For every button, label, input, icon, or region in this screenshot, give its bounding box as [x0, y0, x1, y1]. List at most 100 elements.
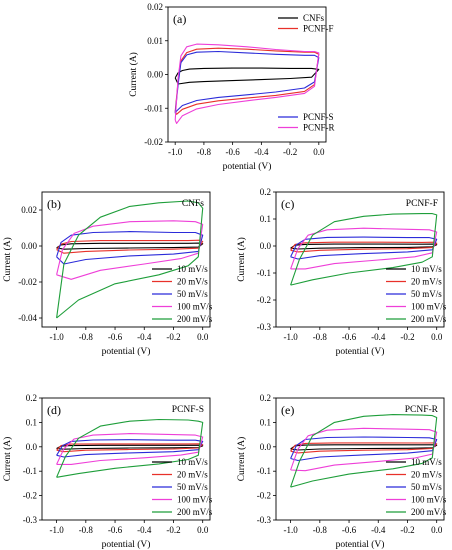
legend-label: 50 mV/s [177, 482, 208, 492]
legend-label: 100 mV/s [177, 495, 213, 505]
legend-label: 200 mV/s [177, 314, 213, 324]
legend-label: PCNF-F [303, 24, 334, 34]
y-axis-label: Current (A) [2, 237, 13, 282]
panel-label: (b) [47, 197, 61, 211]
cv-panel-3: -1.0 -0.8 -0.6 -0.4 -0.2 0.0 -0.3 -0.2 -0.1 0.0 0.… [2, 393, 213, 550]
x-axis-label: potential (V) [223, 161, 272, 172]
y-tick-label: -0.3 [23, 515, 38, 525]
x-tick-label: -0.2 [166, 525, 180, 535]
y-tick-label: -0.3 [257, 515, 272, 525]
panel-label: (c) [281, 197, 294, 211]
y-tick-label: -0.2 [257, 295, 271, 305]
x-axis-label: potential (V) [102, 346, 151, 357]
x-tick-label: -1.0 [49, 332, 64, 342]
x-tick-label: -0.2 [400, 332, 414, 342]
x-tick-label: -0.2 [166, 332, 180, 342]
panel-title: PCNF-R [405, 405, 439, 415]
legend-label: 200 mV/s [411, 507, 447, 517]
x-tick-label: -0.4 [371, 525, 386, 535]
x-tick-label: 0.0 [431, 332, 443, 342]
y-tick-label: 0.0 [260, 442, 272, 452]
y-tick-label: -0.1 [257, 268, 271, 278]
legend-label: 10 mV/s [411, 264, 442, 274]
cv-curves [56, 418, 204, 478]
y-tick-label: 0.0 [260, 241, 272, 251]
x-tick-label: -0.6 [342, 332, 357, 342]
cv-curve-50-mv-s [56, 439, 204, 458]
x-axis-label: potential (V) [102, 539, 151, 550]
y-tick-label: 0.02 [147, 2, 163, 12]
y-tick-label: -0.1 [257, 466, 271, 476]
x-tick-label: 0.0 [431, 525, 443, 535]
y-axis-label: Current (A) [236, 437, 247, 482]
cv-panel-4: -1.0 -0.8 -0.6 -0.4 -0.2 0.0 -0.3 -0.2 -0.1 0.0 0.… [236, 393, 447, 550]
y-tick-label: -0.1 [23, 466, 37, 476]
legend-label: 20 mV/s [411, 470, 442, 480]
y-tick-label: -0.04 [18, 313, 37, 323]
legend-label: 20 mV/s [411, 277, 442, 287]
x-tick-label: -0.4 [254, 147, 269, 157]
x-tick-label: -0.8 [79, 525, 94, 535]
x-axis-label: potential (V) [336, 539, 385, 550]
x-tick-label: -0.4 [137, 332, 152, 342]
y-tick-label: 0.02 [21, 205, 37, 215]
y-axis-label: Current (A) [236, 237, 247, 282]
x-tick-label: -0.8 [313, 525, 328, 535]
legend-label: 50 mV/s [411, 289, 442, 299]
cv-curves [290, 414, 438, 488]
cv-panel-2: -1.0 -0.8 -0.6 -0.4 -0.2 0.0 -0.3 -0.2 -0.1 0.0 0.… [236, 187, 447, 357]
y-tick-label: 0.00 [21, 241, 37, 251]
cv-curve-100-mv-s [56, 220, 204, 280]
legend-label: PCNF-S [303, 112, 334, 122]
cv-curve-200-mv-s [56, 418, 204, 478]
cv-curve-200-mv-s [290, 213, 438, 286]
legend-label: 100 mV/s [177, 302, 213, 312]
x-tick-label: -0.6 [108, 332, 123, 342]
x-tick-label: -0.2 [400, 525, 414, 535]
cv-curve-50-mv-s [290, 236, 438, 260]
y-tick-label: 0.0 [26, 442, 38, 452]
cv-curve-pcnf-r [174, 43, 320, 124]
x-tick-label: -0.6 [108, 525, 123, 535]
legend-label: 50 mV/s [411, 482, 442, 492]
cv-curve-100-mv-s [56, 433, 204, 465]
y-tick-label: -0.02 [18, 277, 37, 287]
cv-curve-200-mv-s [56, 200, 204, 319]
legend-label: 50 mV/s [177, 289, 208, 299]
y-tick-label: 0.01 [147, 36, 163, 46]
x-tick-label: -1.0 [283, 525, 298, 535]
plot-frame [275, 397, 445, 521]
legend-label: 20 mV/s [177, 277, 208, 287]
x-tick-label: -0.8 [197, 147, 212, 157]
legend-label: 10 mV/s [411, 457, 442, 467]
cv-panel-1: -1.0 -0.8 -0.6 -0.4 -0.2 0.0 -0.04 -0.02 0.00 0.0… [2, 191, 213, 357]
panel-label: (d) [47, 403, 61, 417]
y-tick-label: 0.1 [26, 417, 37, 427]
cv-panel-0: -1.0 -0.8 -0.6 -0.4 -0.2 0.0 -0.02 -0.01 0.00 0.0… [128, 2, 335, 172]
legend-label: 10 mV/s [177, 457, 208, 467]
plot-frame [275, 191, 445, 328]
legend-label: 100 mV/s [411, 495, 447, 505]
cv-curve-pcnf-f [174, 47, 320, 115]
legend-label: PCNF-R [303, 123, 335, 133]
x-tick-label: -0.6 [226, 147, 241, 157]
x-tick-label: -0.6 [342, 525, 357, 535]
legend-label: 20 mV/s [177, 470, 208, 480]
legend-label: 100 mV/s [411, 302, 447, 312]
panel-title: CNFs [182, 199, 204, 209]
cv-curve-pcnf-s [174, 50, 320, 114]
x-tick-label: -0.4 [137, 525, 152, 535]
x-tick-label: 0.0 [197, 332, 209, 342]
y-tick-label: 0.00 [147, 70, 163, 80]
x-tick-label: -0.8 [79, 332, 94, 342]
legend-label: CNFs [303, 13, 325, 23]
panel-title: PCNF-F [406, 199, 438, 209]
cv-curve-10-mv-s [56, 242, 204, 250]
cv-curve-50-mv-s [56, 231, 204, 265]
y-tick-label: 0.2 [260, 393, 271, 403]
cv-curve-100-mv-s [290, 227, 438, 270]
cv-curve-20-mv-s [56, 239, 204, 254]
plot-frame [41, 397, 211, 521]
y-tick-label: -0.3 [257, 322, 272, 332]
x-tick-label: -0.2 [283, 147, 297, 157]
